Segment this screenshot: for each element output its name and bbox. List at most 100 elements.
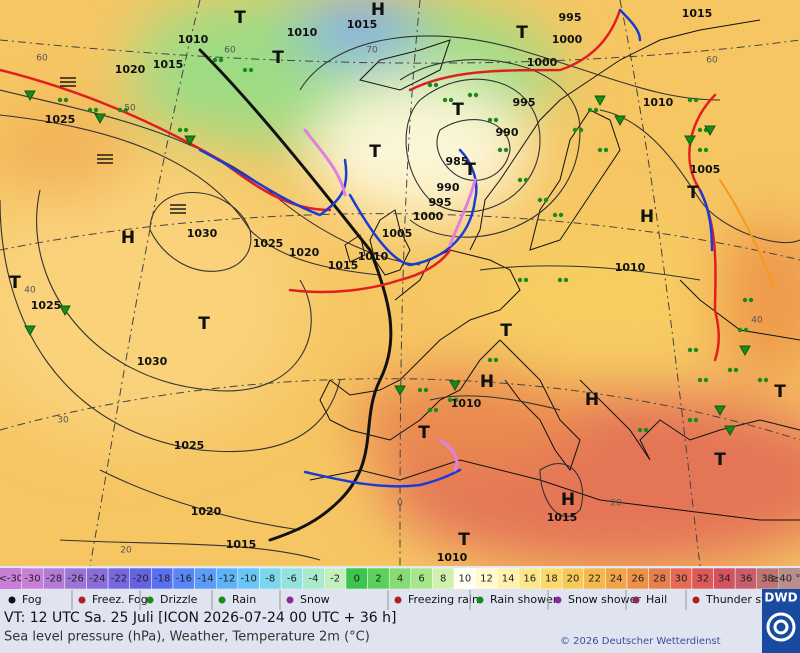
colorbar-label: 26 [631,574,644,585]
legend-icon [692,596,700,604]
temp-zone [350,370,590,470]
colorbar-label: 0 [354,574,360,585]
occluded-front [303,128,477,247]
rain-symbol [248,67,254,73]
grid-label: 50 [124,104,136,114]
isobar-label: 1025 [45,113,76,126]
rain-symbol [597,147,603,153]
pressure-center: T [369,142,381,162]
isobar-label: 1015 [153,58,184,71]
legend-icon [8,596,16,604]
temp-zone [0,160,300,440]
pressure-center: H [561,490,575,510]
pressure-center: H [121,228,135,248]
isobar-label: 1030 [137,355,168,368]
coastlines [309,19,800,521]
rain-symbol [433,82,439,88]
legend-icon [476,596,484,604]
rain-symbol [427,82,433,88]
grid-label: 20 [120,546,132,556]
warm-front [288,248,452,294]
rain-symbol [742,297,748,303]
pressure-center: T [9,273,21,293]
coastline [529,109,621,251]
colorbar-label: -26 [68,574,84,585]
isobar-label: 1005 [690,163,721,176]
legend-icon [78,596,86,604]
rain-symbol [493,357,499,363]
isobar-label: 990 [496,126,519,139]
grid-label: 60 [224,46,236,56]
rain-symbol [177,127,183,133]
colorbar-label: 16 [523,574,536,585]
coastline [579,379,800,461]
shower-symbol [184,135,196,147]
rain-symbol [523,177,529,183]
colorbar-label: 32 [696,574,709,585]
pressure-center: T [234,8,246,28]
border [679,279,800,341]
warm-front [408,8,622,92]
colorbar-label: -24 [89,574,105,585]
isobar-label: 1010 [615,261,646,274]
rain-symbol [727,367,733,373]
rain-symbol [763,377,769,383]
legend: Fog Freez. Fog Drizzle Rain Snow Freezing rai… [8,590,787,610]
rain-symbol [503,147,509,153]
isobar-label: 1025 [31,299,62,312]
rain-symbol [563,277,569,283]
rain-symbol [87,107,93,113]
shower-symbol [594,95,606,107]
pressure-center: T [272,48,284,68]
legend-label: Rain [232,593,256,606]
legend-label: Freezing rain [408,593,479,606]
colorbar-label: -4 [309,574,319,585]
rain-symbol [497,147,503,153]
graticule-line [0,39,800,64]
rain-symbol [123,107,129,113]
rain-symbol [423,387,429,393]
pressure-center: T [516,23,528,43]
isobar-label: 1020 [289,246,320,259]
legend-icon [394,596,402,604]
rain-symbol [552,212,558,218]
rain-symbol [587,107,593,113]
rain-symbol [697,127,703,133]
colorbar-label: -30 [24,574,40,585]
cold-front [348,148,478,267]
pressure-center: H [371,0,385,20]
legend-label: Rain shower [490,593,558,606]
shower-symbol [24,90,36,102]
rain-symbol [748,297,754,303]
graticule-line [0,213,800,261]
rain-symbol [637,427,643,433]
isobar [539,463,584,517]
colorbar-label: 20 [567,574,580,585]
isobar [479,265,701,281]
colorbar-label: 12 [480,574,493,585]
grid-label: 0 [397,499,403,509]
fronts [0,8,776,542]
colorbar-label: 38 [761,574,774,585]
rain-symbol [447,397,453,403]
copyright: © 2026 Deutscher Wetterdienst [560,636,721,647]
isobar-label: 1015 [547,511,578,524]
graticule-line [619,0,701,566]
valid-time: VT: 12 UTC Sa. 25 Juli [ICON 2026-07-24 … [4,610,396,626]
colorbar-label: 14 [502,574,515,585]
rain-symbol [523,277,529,283]
legend-label: Snow shower [568,593,641,606]
legend-icon [554,596,562,604]
rain-symbol [57,97,63,103]
rain-symbol [63,97,69,103]
isobar-label: 1020 [191,505,222,518]
description: Sea level pressure (hPa), Weather, Tempe… [4,630,370,645]
coastline [469,19,761,251]
isobar-label: 1015 [226,538,257,551]
coastline [359,39,451,91]
coastline [319,249,521,441]
trough [198,48,393,542]
cold-front [698,188,714,252]
legend-label: Hail [646,593,667,606]
